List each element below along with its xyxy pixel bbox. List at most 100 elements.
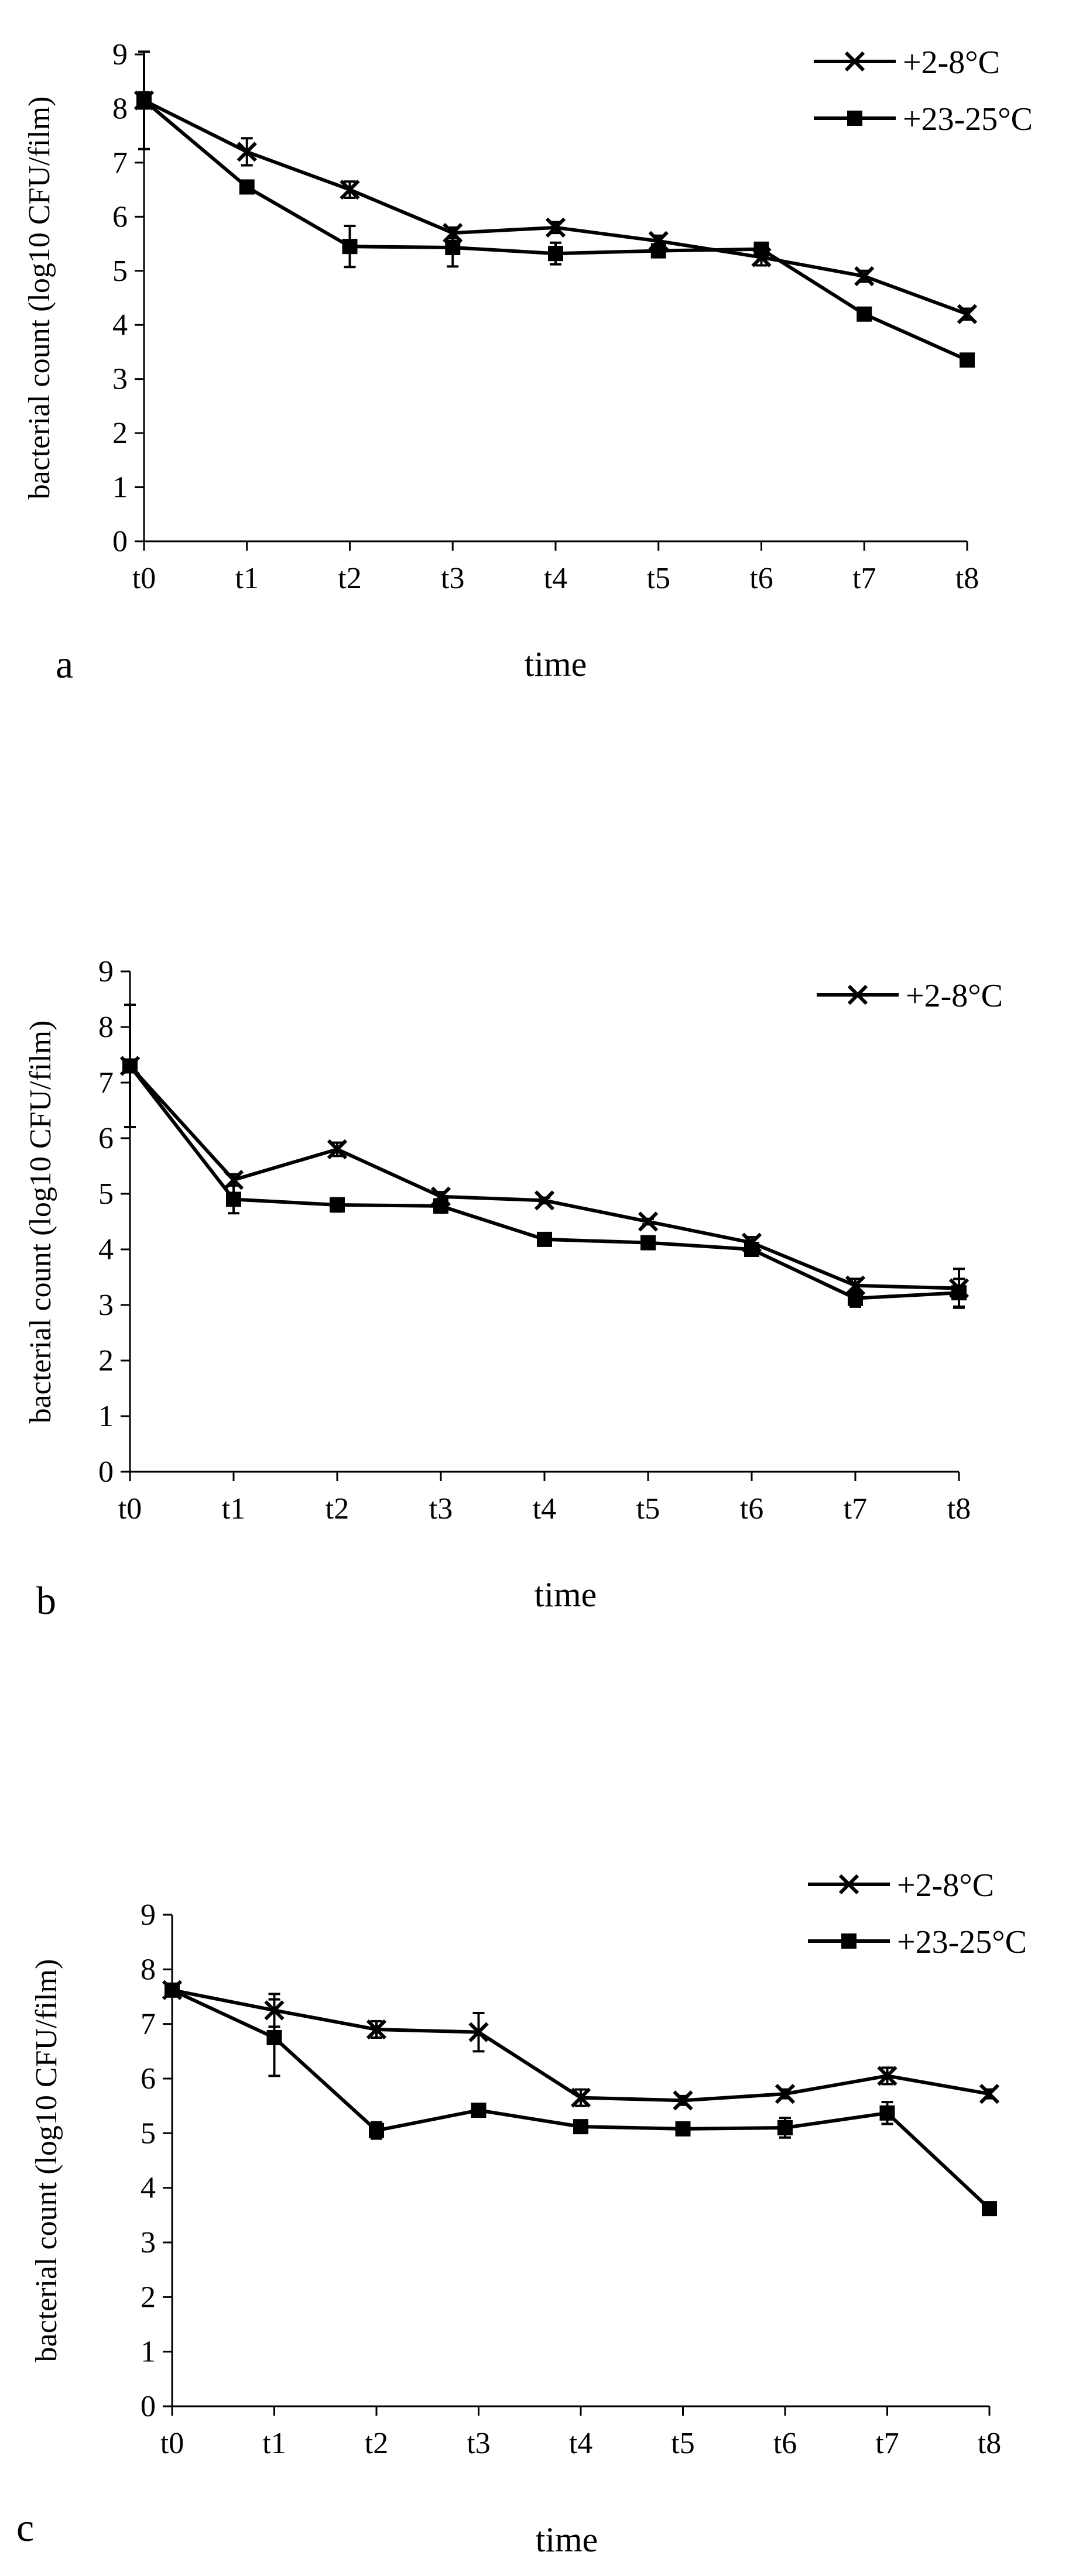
y-tick-label: 6 xyxy=(141,2062,156,2096)
chart-panel-a: 0 1 2 3 4 5 6 7 8 9 t0 t1 t2 t3 t4 t5 t6 t7 t8 time bacteria… xyxy=(23,38,1033,686)
marker-x-stroke xyxy=(468,2022,489,2042)
y-tick-label: 6 xyxy=(98,1122,114,1155)
data-point xyxy=(573,2119,588,2135)
x-tick-label: t1 xyxy=(235,562,259,595)
y-tick-label: 0 xyxy=(141,2390,156,2423)
data-point xyxy=(433,1198,448,1214)
x-tick-label: t0 xyxy=(160,2427,184,2460)
series-cold xyxy=(119,1004,969,1309)
y-tick-label: 3 xyxy=(141,2226,156,2259)
x-tick-label: t6 xyxy=(749,562,773,595)
data-point xyxy=(673,2090,693,2111)
y-tick-label: 1 xyxy=(141,2335,156,2369)
y-tick-label: 9 xyxy=(112,38,128,71)
y-tick-label: 3 xyxy=(112,363,128,396)
data-point xyxy=(960,352,975,368)
x-axis-label: time xyxy=(525,645,587,684)
legend-label: +2-8°C xyxy=(903,44,1000,81)
data-point xyxy=(650,243,666,259)
data-point xyxy=(445,240,461,256)
marker-x-stroke xyxy=(957,304,978,324)
data-point xyxy=(982,2201,997,2217)
data-point xyxy=(951,1285,967,1301)
x-tick-label: t0 xyxy=(132,562,156,595)
legend-entry: +23-25°C xyxy=(814,101,1033,138)
x-tick-label: t3 xyxy=(441,562,464,595)
data-point xyxy=(366,2019,387,2040)
x-tick-label: t3 xyxy=(429,1492,453,1526)
data-point xyxy=(848,1290,863,1306)
marker-x-stroke xyxy=(366,2019,387,2040)
data-point xyxy=(957,304,978,324)
x-tick-label: t4 xyxy=(569,2427,592,2460)
marker-x-stroke xyxy=(570,2087,591,2108)
data-point xyxy=(744,1242,759,1257)
data-point xyxy=(239,179,255,195)
y-tick-label: 2 xyxy=(98,1344,114,1378)
y-tick-label: 9 xyxy=(98,955,114,988)
legend-label: +2-8°C xyxy=(906,978,1003,1014)
legend-label: +23-25°C xyxy=(903,101,1033,138)
y-axis-label: bacterial count (log10 CFU/film) xyxy=(24,1021,57,1424)
marker-x-stroke xyxy=(237,142,257,162)
series-room xyxy=(136,50,975,368)
marker-x-stroke xyxy=(638,1211,659,1232)
x-tick-label: t1 xyxy=(222,1492,245,1526)
x-tick-label: t5 xyxy=(671,2427,694,2460)
marker-x-stroke xyxy=(838,1874,859,1895)
marker-x-stroke xyxy=(327,1139,348,1160)
x-tick-label: t2 xyxy=(338,562,361,595)
x-tick-label: t5 xyxy=(636,1492,660,1526)
data-point xyxy=(570,2087,591,2108)
data-point xyxy=(266,2030,282,2045)
data-point xyxy=(638,1211,659,1232)
x-tick-label: t4 xyxy=(533,1492,556,1526)
y-axis-label: bacterial count (log10 CFU/film) xyxy=(23,97,56,500)
y-tick-label: 8 xyxy=(141,1953,156,1986)
x-axis-label: time xyxy=(536,2520,598,2559)
marker-x-stroke xyxy=(534,1190,555,1211)
y-tick-label: 0 xyxy=(112,525,128,558)
data-point xyxy=(877,2066,897,2086)
panel-label: b xyxy=(36,1578,56,1623)
x-tick-label: t8 xyxy=(978,2427,1001,2460)
x-tick-label: t8 xyxy=(955,562,979,595)
data-point xyxy=(879,2105,895,2121)
series-line xyxy=(172,1988,990,2103)
y-tick-label: 5 xyxy=(98,1177,114,1211)
series-cold xyxy=(162,1980,1000,2111)
series-room xyxy=(122,1058,967,1308)
data-point xyxy=(775,2084,796,2104)
x-tick-label: t8 xyxy=(947,1492,971,1526)
panel-label: c xyxy=(16,2505,34,2550)
legend-label: +2-8°C xyxy=(897,1867,994,1904)
x-tick-label: t2 xyxy=(365,2427,388,2460)
data-point xyxy=(548,246,563,262)
data-point xyxy=(330,1197,345,1213)
y-tick-label: 4 xyxy=(141,2172,156,2205)
y-tick-label: 5 xyxy=(112,255,128,288)
data-point xyxy=(675,2121,691,2137)
x-tick-label: t1 xyxy=(262,2427,286,2460)
data-point xyxy=(122,1058,138,1074)
legend-entry: +23-25°C xyxy=(808,1924,1027,1960)
marker-x-stroke xyxy=(854,266,875,287)
y-tick-label: 2 xyxy=(112,417,128,450)
legend-entry: +2-8°C xyxy=(817,978,1003,1014)
y-tick-label: 9 xyxy=(141,1898,156,1932)
y-tick-label: 7 xyxy=(141,2008,156,2041)
marker-x-stroke xyxy=(844,51,865,72)
legend-marker xyxy=(847,984,868,1005)
x-tick-label: t7 xyxy=(875,2427,899,2460)
y-tick-label: 7 xyxy=(98,1066,114,1100)
data-point xyxy=(165,1982,180,1998)
data-point xyxy=(471,2103,487,2118)
marker-x-stroke xyxy=(673,2090,693,2111)
legend-marker xyxy=(838,1874,859,1895)
y-tick-label: 6 xyxy=(112,200,128,233)
series-line xyxy=(128,1064,960,1290)
x-tick-label: t2 xyxy=(326,1492,349,1526)
data-point xyxy=(340,179,360,200)
legend-label: +23-25°C xyxy=(897,1924,1027,1960)
data-point xyxy=(342,239,358,255)
